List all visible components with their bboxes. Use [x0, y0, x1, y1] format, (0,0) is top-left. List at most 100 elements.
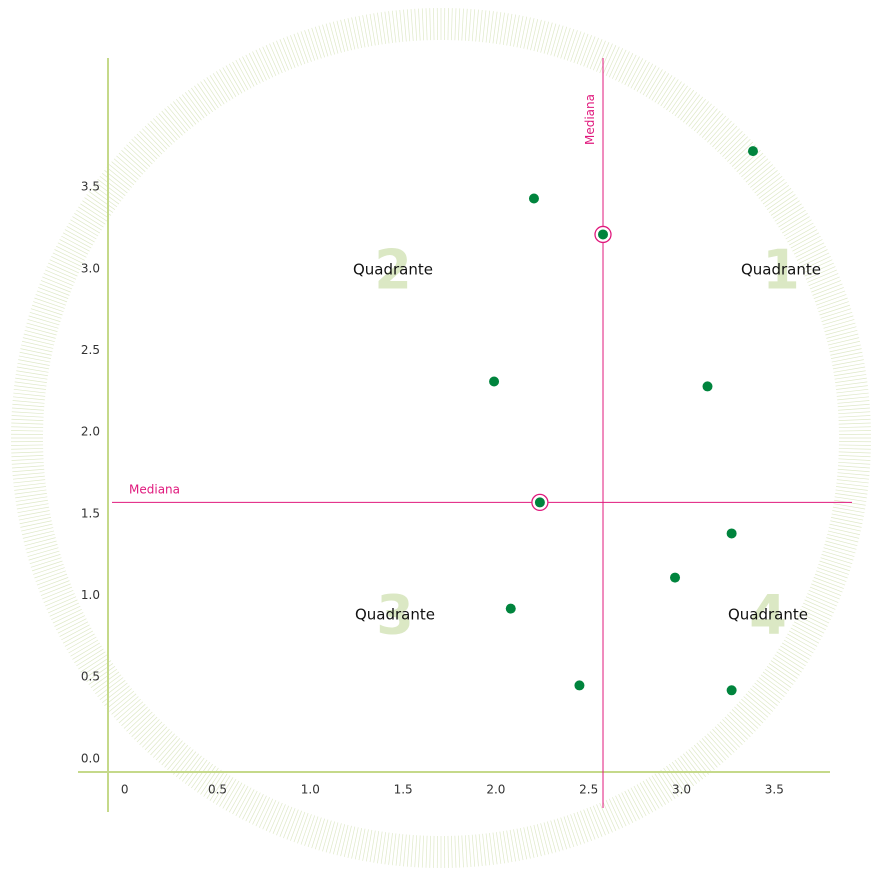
ring-tick: [824, 544, 856, 554]
ring-tick: [314, 818, 325, 850]
ring-tick: [279, 39, 293, 70]
ring-tick: [97, 178, 124, 199]
ring-tick: [101, 172, 128, 194]
ring-tick: [813, 577, 844, 589]
ring-tick: [365, 14, 373, 47]
quadrant-label: Quadrante: [741, 261, 821, 279]
ring-tick: [35, 294, 66, 306]
ring-tick: [492, 11, 498, 44]
quadrant-number: 3: [376, 584, 414, 647]
ring-tick: [612, 49, 627, 79]
ring-tick: [615, 795, 630, 825]
ring-tick: [46, 596, 77, 610]
ring-tick: [142, 724, 165, 748]
ring-tick: [729, 141, 754, 165]
ring-tick: [56, 615, 85, 631]
ring-tick: [458, 8, 461, 41]
ring-tick: [743, 696, 769, 718]
ring-tick: [736, 704, 761, 726]
ring-tick: [82, 200, 110, 219]
ring-tick: [826, 537, 858, 547]
ring-tick: [712, 728, 735, 753]
ring-tick: [26, 544, 58, 554]
point: [702, 381, 713, 392]
ring-tick: [194, 85, 214, 113]
ring-tick: [818, 563, 849, 575]
ring-tick: [832, 362, 865, 370]
ring-tick: [563, 816, 575, 848]
ring-tick: [57, 618, 87, 634]
ring-tick: [645, 69, 663, 98]
ring-tick: [322, 24, 332, 56]
ring-tick: [838, 444, 871, 446]
ring-tick: [12, 468, 45, 473]
point: [747, 146, 758, 157]
ring-tick: [768, 194, 796, 213]
ring-tick: [418, 8, 421, 41]
ring-tick: [23, 333, 55, 343]
ring-tick: [106, 688, 132, 709]
ring-tick: [822, 315, 854, 326]
ring-tick: [19, 351, 52, 359]
ring-tick: [550, 820, 560, 852]
ring-tick: [774, 654, 802, 673]
ring-tick: [580, 810, 592, 841]
ring-tick: [464, 835, 468, 868]
ring-tick: [608, 48, 624, 78]
ring-tick: [743, 158, 769, 180]
ring-tick: [219, 69, 237, 98]
ring-tick: [797, 615, 826, 631]
ring-tick: [108, 690, 135, 712]
ring-tick: [332, 823, 342, 855]
ring-tick: [536, 824, 546, 856]
ring-tick: [128, 711, 153, 735]
ring-tick: [51, 255, 81, 271]
ring-tick: [825, 540, 857, 550]
ring-tick: [792, 624, 821, 641]
ring-tick: [809, 586, 840, 600]
ring-tick: [817, 297, 848, 309]
ring-tick: [111, 693, 137, 715]
ring-tick: [645, 778, 663, 807]
ring-tick: [30, 308, 62, 319]
ring-tick: [84, 660, 112, 679]
ring-tick: [602, 45, 617, 75]
ring-tick: [496, 12, 502, 44]
ring-tick: [719, 721, 743, 745]
ring-tick: [830, 351, 863, 359]
ring-tick: [433, 8, 435, 41]
ring-tick: [418, 835, 421, 868]
ring-tick: [458, 835, 461, 868]
ring-tick: [589, 39, 603, 70]
ring-tick: [222, 780, 240, 809]
ring-tick: [793, 621, 823, 637]
ring-tick: [161, 740, 183, 766]
ring-tick: [406, 9, 411, 42]
ring-tick: [837, 468, 870, 473]
ring-tick: [621, 54, 637, 84]
ring-tick: [395, 10, 400, 43]
ring-tick: [781, 642, 810, 660]
ring-tick: [828, 527, 861, 536]
ring-tick: [451, 8, 453, 41]
ring-tick: [139, 131, 163, 155]
ring-tick: [11, 411, 44, 415]
ring-tick: [701, 113, 724, 138]
ring-tick: [276, 805, 290, 836]
ring-tick: [605, 46, 620, 76]
ring-tick: [173, 101, 194, 127]
ring-tick: [21, 340, 54, 349]
ring-tick: [139, 721, 163, 745]
ring-tick: [14, 489, 47, 495]
ring-tick: [785, 636, 814, 654]
ring-tick: [12, 396, 45, 401]
quadrant-label: Quadrante: [353, 261, 433, 279]
ring-tick: [410, 835, 414, 867]
ring-tick: [543, 822, 553, 854]
ring-tick: [608, 798, 624, 828]
ring-tick: [758, 677, 785, 698]
ring-tick: [11, 418, 44, 421]
ring-tick: [219, 778, 237, 807]
ring-tick: [837, 475, 870, 480]
ring-tick: [425, 8, 428, 41]
